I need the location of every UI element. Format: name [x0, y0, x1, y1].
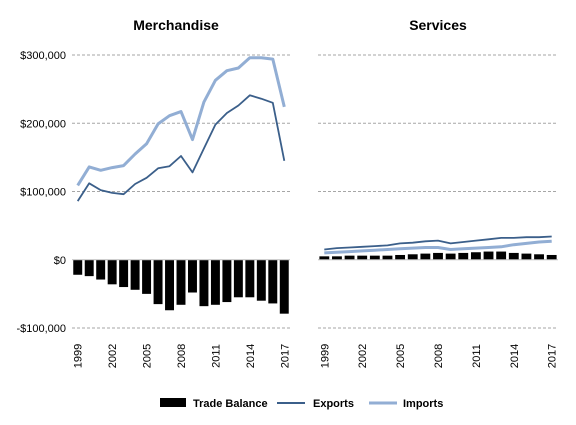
x-tick-label: 1999 — [319, 344, 331, 368]
y-tick-label: $100,000 — [20, 187, 66, 199]
bar-trade-balance — [420, 253, 431, 260]
bar-trade-balance — [546, 254, 557, 260]
x-tick-label: 2002 — [107, 344, 119, 368]
bar-trade-balance — [407, 254, 418, 260]
bar-trade-balance — [268, 259, 278, 304]
bar-trade-balance — [433, 252, 443, 260]
bar-trade-balance — [256, 259, 266, 301]
bar-trade-balance — [445, 253, 456, 260]
line-exports — [324, 235, 552, 251]
panel-title-1: Services — [409, 17, 467, 33]
bar-trade-balance — [395, 254, 406, 260]
x-tick-label: 2005 — [142, 344, 154, 368]
y-tick-label: $0 — [54, 255, 66, 267]
x-tick-label: 2017 — [547, 344, 559, 368]
legend-label-trade-balance: Trade Balance — [193, 398, 268, 410]
legend-swatch-trade-balance — [160, 398, 186, 407]
bar-trade-balance — [470, 252, 481, 260]
x-tick-label: 2014 — [509, 344, 521, 368]
bar-trade-balance — [222, 259, 232, 303]
y-tick-label: $300,000 — [20, 50, 66, 62]
bar-trade-balance — [369, 255, 380, 260]
x-tick-label: 2008 — [433, 344, 445, 368]
bar-trade-balance — [344, 255, 355, 260]
bar-trade-balance — [73, 259, 83, 275]
y-tick-label: $200,000 — [20, 118, 66, 130]
bar-trade-balance — [187, 259, 197, 293]
bar-trade-balance — [382, 255, 393, 260]
line-imports — [324, 239, 552, 255]
y-tick-label: -$100,000 — [16, 323, 66, 335]
x-tick-label: 2005 — [395, 344, 407, 368]
x-tick-label: 2002 — [357, 344, 369, 368]
bar-trade-balance — [521, 253, 532, 260]
panel-title-0: Merchandise — [133, 17, 219, 33]
bar-trade-balance — [130, 259, 140, 290]
bar-trade-balance — [119, 259, 129, 288]
bar-trade-balance — [153, 259, 163, 305]
bar-trade-balance — [279, 259, 289, 314]
x-tick-label: 2011 — [210, 344, 222, 368]
bar-trade-balance — [496, 251, 507, 260]
x-tick-label: 2014 — [245, 344, 257, 368]
bar-trade-balance — [319, 256, 330, 260]
bar-trade-balance — [165, 259, 175, 311]
bar-trade-balance — [245, 259, 255, 298]
x-tick-label: 2017 — [279, 344, 291, 368]
bar-trade-balance — [508, 252, 519, 260]
bar-trade-balance — [458, 252, 469, 260]
bar-trade-balance — [176, 259, 186, 305]
x-tick-label: 2008 — [176, 344, 188, 368]
bar-trade-balance — [96, 259, 106, 280]
bar-trade-balance — [142, 259, 152, 294]
line-exports — [76, 94, 286, 202]
line-imports — [76, 56, 286, 187]
x-tick-label: 2011 — [471, 344, 483, 368]
bar-trade-balance — [84, 259, 94, 277]
x-tick-label: 1999 — [73, 344, 85, 368]
bar-trade-balance — [210, 259, 220, 305]
bar-trade-balance — [357, 255, 368, 260]
legend-label-imports: Imports — [403, 398, 443, 410]
bar-trade-balance — [199, 259, 209, 307]
bar-trade-balance — [534, 254, 544, 260]
bar-trade-balance — [107, 259, 117, 285]
bar-trade-balance — [332, 256, 342, 260]
bar-trade-balance — [233, 259, 243, 298]
bar-trade-balance — [483, 251, 494, 260]
legend-label-exports: Exports — [313, 398, 354, 410]
